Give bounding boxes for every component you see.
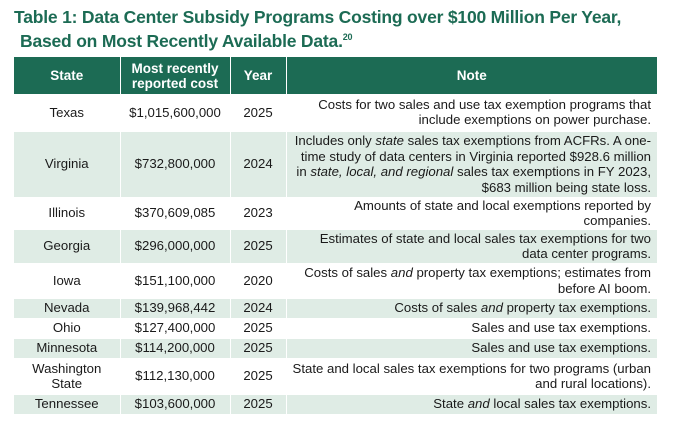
table-title: Table 1: Data Center Subsidy Programs Co… <box>14 7 674 51</box>
table-row: Iowa $151,100,000 2020 Costs of sales and p… <box>14 263 657 299</box>
cell-cost: $103,600,000 <box>120 394 231 415</box>
cell-cost: $114,200,000 <box>120 338 231 359</box>
note-text: Sales and use tax exemptions. <box>471 320 651 336</box>
note-text: State and local sales tax exemptions for… <box>292 360 651 392</box>
cell-note: Amounts of state and local exemptions re… <box>286 197 657 230</box>
note-text: sales tax exemptions from ACFRs. A one-t… <box>296 133 651 179</box>
column-header-note: Note <box>286 57 657 94</box>
cell-state: Illinois <box>14 197 121 230</box>
table-row: Nevada $139,968,442 2024 Costs of sales and… <box>14 298 657 319</box>
cell-state: Tennessee <box>14 394 121 415</box>
note-text: Includes only <box>294 133 376 148</box>
cell-year: 2025 <box>230 338 287 359</box>
note-text: property tax exemptions; estimates from … <box>412 265 651 296</box>
cell-year: 2025 <box>230 394 287 415</box>
cell-cost: $112,130,000 <box>120 358 231 395</box>
table-row: Washington State $112,130,000 2025 State an… <box>14 358 657 395</box>
title-line-2: Based on Most Recently Available Data.20 <box>20 31 353 51</box>
note-text: Amounts of state and local exemptions re… <box>354 197 651 229</box>
table-row: Illinois $370,609,085 2023 Amounts of state… <box>14 197 657 230</box>
cell-note: State and local sales tax exemptions for… <box>286 358 657 395</box>
note-emphasis: state, local, and regional <box>310 164 454 179</box>
note-text: Estimates of state and local sales tax e… <box>319 230 651 262</box>
cell-state: Nevada <box>14 298 121 319</box>
cell-note: State and local sales tax exemptions. <box>286 394 657 415</box>
cell-state: Iowa <box>14 263 121 299</box>
table-header-row: State Most recently reported cost Year N… <box>14 57 657 94</box>
cell-note: Estimates of state and local sales tax e… <box>286 229 657 264</box>
cell-note: Sales and use tax exemptions. <box>286 318 657 339</box>
cell-cost: $732,800,000 <box>120 131 231 198</box>
cell-note: Costs of sales and property tax exemptio… <box>286 298 657 319</box>
table-body: Texas $1,015,600,000 2025 Costs for two sal… <box>14 94 657 415</box>
table-row: Georgia $296,000,000 2025 Estimates of stat… <box>14 229 657 264</box>
title-line-1: Table 1: Data Center Subsidy Programs Co… <box>14 7 622 27</box>
cell-state: Washington State <box>14 358 121 395</box>
table-row: Texas $1,015,600,000 2025 Costs for two sal… <box>14 94 657 132</box>
note-emphasis: and <box>480 300 503 316</box>
cell-year: 2025 <box>230 229 287 264</box>
subsidy-table: State Most recently reported cost Year N… <box>14 57 657 415</box>
table-row: Ohio $127,400,000 2025 Sales and use tax ex… <box>14 318 657 339</box>
cell-cost: $151,100,000 <box>120 263 231 299</box>
cell-cost: $370,609,085 <box>120 197 231 230</box>
footnote-marker: 20 <box>342 32 353 42</box>
note-text: local sales tax exemptions. <box>489 396 651 412</box>
note-text: sales tax exemptions in FY 2023, $683 mi… <box>453 164 651 195</box>
cell-cost: $127,400,000 <box>120 318 231 339</box>
cell-note: Includes only state sales tax exemptions… <box>286 131 657 198</box>
cell-state: Minnesota <box>14 338 121 359</box>
column-header-cost: Most recently reported cost <box>120 57 231 94</box>
cell-state: Georgia <box>14 229 121 264</box>
cell-cost: $296,000,000 <box>120 229 231 264</box>
note-emphasis: and <box>467 396 490 412</box>
table-row: Virginia $732,800,000 2024 Includes only st… <box>14 131 657 198</box>
cell-cost: $139,968,442 <box>120 298 231 319</box>
cell-note: Sales and use tax exemptions. <box>286 338 657 359</box>
note-text: Sales and use tax exemptions. <box>471 340 651 356</box>
table-row: Tennessee $103,600,000 2025 State and local… <box>14 394 657 415</box>
cell-state: Virginia <box>14 131 121 198</box>
cell-note: Costs for two sales and use tax exemptio… <box>286 94 657 132</box>
cell-year: 2024 <box>230 298 287 319</box>
note-text: Costs of sales <box>304 265 391 280</box>
cell-year: 2020 <box>230 263 287 299</box>
cell-year: 2025 <box>230 318 287 339</box>
cell-state: Ohio <box>14 318 121 339</box>
note-text: State <box>433 396 468 412</box>
cell-year: 2025 <box>230 358 287 395</box>
note-emphasis: and <box>390 265 413 280</box>
column-header-year: Year <box>230 57 287 94</box>
cell-state: Texas <box>14 94 121 132</box>
cell-cost: $1,015,600,000 <box>120 94 231 132</box>
cell-year: 2023 <box>230 197 287 230</box>
cell-year: 2024 <box>230 131 287 198</box>
note-text: property tax exemptions. <box>502 300 651 316</box>
column-header-state: State <box>14 57 121 94</box>
cell-note: Costs of sales and property tax exemptio… <box>286 263 657 299</box>
note-emphasis: state <box>375 133 404 148</box>
note-text: Costs for two sales and use tax exemptio… <box>318 96 651 128</box>
note-text: Costs of sales <box>394 300 481 316</box>
table-row: Minnesota $114,200,000 2025 Sales and use t… <box>14 338 657 359</box>
cell-year: 2025 <box>230 94 287 132</box>
